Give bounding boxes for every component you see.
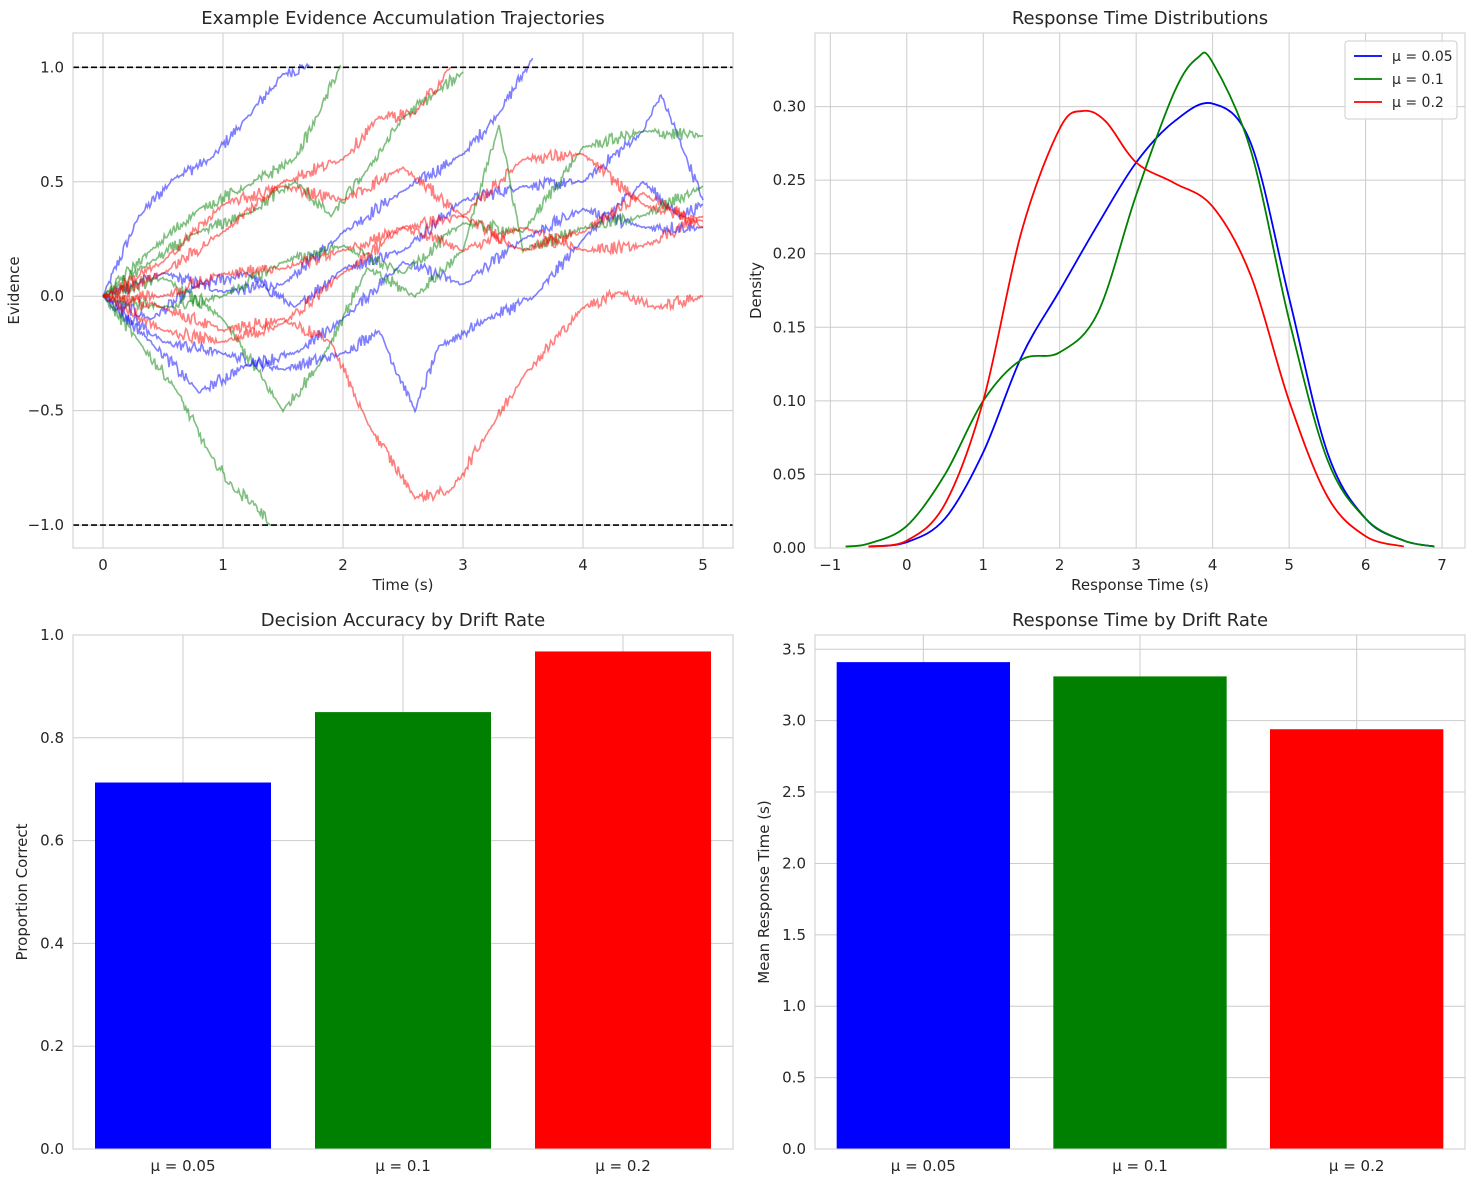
y-tick-label: 0.0 — [782, 1140, 806, 1158]
y-tick-label: 1.0 — [782, 997, 806, 1015]
x-tick-label: μ = 0.1 — [1112, 1157, 1168, 1175]
density-curve-3 — [868, 109, 1405, 548]
chart-panel-2: −1 0 1 2 3 4 5 6 7 0.00 0.05 0.10 0.15 0.20 0.25 0.30 Re… — [747, 8, 1466, 594]
x-tick-label: −1 — [819, 556, 841, 574]
legend: μ = 0.05 μ = 0.1 μ = 0.2 — [1344, 40, 1458, 120]
x-tick-label: μ = 0.05 — [150, 1157, 215, 1175]
y-axis-label: Mean Response Time (s) — [755, 800, 773, 983]
x-tick-label: 3 — [458, 556, 468, 574]
y-tick-label: 2.5 — [782, 783, 806, 801]
chart-title: Response Time Distributions — [1012, 8, 1268, 29]
y-tick-label: 3.5 — [782, 640, 806, 658]
trajectory-line-10 — [102, 127, 704, 312]
chart-title: Example Evidence Accumulation Trajectori… — [201, 8, 605, 29]
axes-frame — [814, 32, 1466, 549]
y-axis-label: Proportion Correct — [13, 823, 31, 960]
y-tick-label: 3.0 — [782, 712, 806, 730]
trajectory-line-12 — [102, 288, 704, 504]
x-tick-label: μ = 0.2 — [595, 1157, 651, 1175]
x-tick-label: 6 — [1361, 556, 1371, 574]
axes-frame — [72, 634, 734, 1150]
chart-title: Decision Accuracy by Drift Rate — [261, 610, 545, 631]
y-tick-label: 1.0 — [40, 58, 64, 76]
y-tick-label: 0.0 — [40, 1140, 64, 1158]
x-tick-label: 3 — [1131, 556, 1141, 574]
x-tick-label: 4 — [578, 556, 588, 574]
y-tick-label: 0.8 — [40, 729, 64, 747]
axes-frame — [814, 634, 1466, 1150]
y-tick-label: 1.5 — [782, 926, 806, 944]
y-tick-label: 0.5 — [782, 1069, 806, 1087]
trajectory-line-6 — [102, 294, 272, 526]
density-curve-2 — [845, 51, 1435, 548]
trajectory-line-11 — [102, 66, 452, 299]
x-tick-label: 2 — [338, 556, 348, 574]
trajectory-line-1 — [102, 62, 310, 297]
y-tick-label: 0.4 — [40, 934, 64, 952]
plot-area — [73, 57, 733, 526]
y-tick-label: 0.10 — [773, 392, 806, 410]
y-tick-label: 0.30 — [773, 98, 806, 116]
y-tick-label: 0.05 — [773, 465, 806, 483]
chart-panel-3: μ = 0.05 μ = 0.1 μ = 0.2 0.0 0.2 0.4 0.6 0.8 1.0… — [13, 610, 734, 1175]
bar-2 — [1053, 676, 1227, 1149]
x-tick-label: 4 — [1208, 556, 1218, 574]
x-tick-label: 7 — [1437, 556, 1447, 574]
bar-1 — [836, 662, 1010, 1149]
x-tick-label: 1 — [978, 556, 988, 574]
trajectory-line-7 — [102, 64, 342, 297]
bar-3 — [1270, 729, 1444, 1149]
x-tick-label: 0 — [98, 556, 108, 574]
x-tick-label: 2 — [1055, 556, 1065, 574]
y-tick-label: 0.15 — [773, 318, 806, 336]
y-axis-label: Evidence — [5, 256, 23, 324]
bar-1 — [95, 782, 271, 1149]
y-tick-label: −1.0 — [28, 516, 64, 534]
x-tick-label: μ = 0.05 — [891, 1157, 956, 1175]
legend-label: μ = 0.05 — [1392, 49, 1453, 65]
plot-area — [836, 662, 1444, 1149]
y-tick-label: 0.5 — [40, 173, 64, 191]
chart-panel-4: μ = 0.05 μ = 0.1 μ = 0.2 0.0 0.5 1.0 1.5 2.0 2.5… — [755, 610, 1466, 1175]
x-tick-label: 0 — [902, 556, 912, 574]
x-axis-label: Response Time (s) — [1071, 576, 1209, 594]
chart-title: Response Time by Drift Rate — [1012, 610, 1268, 631]
trajectory-line-13 — [102, 148, 704, 298]
y-tick-label: −0.5 — [28, 402, 64, 420]
x-tick-label: 5 — [1284, 556, 1294, 574]
trajectory-line-8 — [102, 71, 464, 297]
x-tick-label: 1 — [218, 556, 228, 574]
plot-area — [95, 651, 711, 1149]
chart-panel-1: 0 1 2 3 4 5 −1.0 −0.5 0.0 0.5 1.0 Example Evidence … — [5, 8, 734, 594]
trajectory-line-15 — [102, 214, 704, 304]
y-tick-label: 0.25 — [773, 171, 806, 189]
plot-area — [845, 51, 1435, 548]
bar-3 — [535, 651, 711, 1149]
trajectory-line-3 — [102, 93, 704, 321]
x-tick-label: μ = 0.2 — [1329, 1157, 1385, 1175]
y-axis-label: Density — [747, 262, 765, 319]
y-tick-label: 0.0 — [40, 287, 64, 305]
trajectory-line-2 — [102, 57, 534, 298]
y-tick-label: 0.20 — [773, 245, 806, 263]
legend-box — [1344, 40, 1458, 120]
x-tick-label: μ = 0.1 — [375, 1157, 431, 1175]
x-tick-label: 5 — [698, 556, 708, 574]
bar-2 — [315, 712, 491, 1149]
trajectory-line-14 — [102, 191, 704, 346]
y-tick-label: 2.0 — [782, 854, 806, 872]
x-axis-label: Time (s) — [372, 576, 434, 594]
legend-label: μ = 0.1 — [1392, 72, 1444, 88]
density-curve-1 — [868, 102, 1435, 548]
y-tick-label: 0.00 — [773, 539, 806, 557]
legend-label: μ = 0.2 — [1392, 95, 1444, 111]
y-tick-label: 0.2 — [40, 1037, 64, 1055]
axes-frame — [72, 32, 734, 549]
y-tick-label: 0.6 — [40, 832, 64, 850]
y-tick-label: 1.0 — [40, 626, 64, 644]
